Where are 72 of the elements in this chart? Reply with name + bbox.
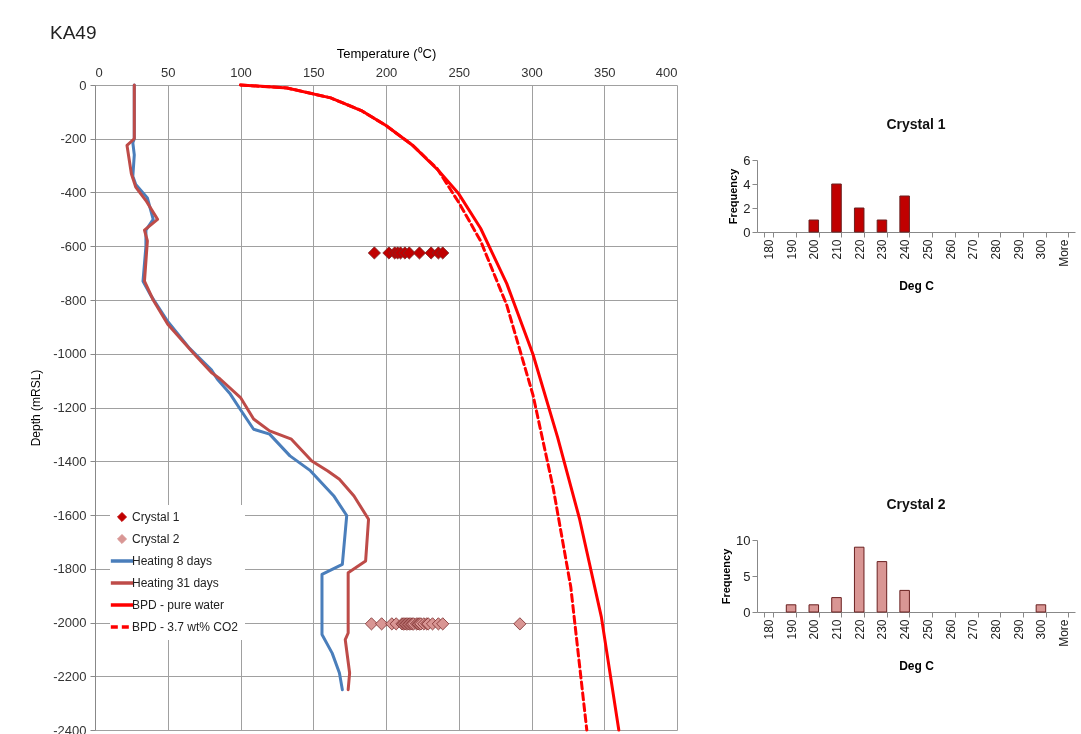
chart-title: Crystal 2 xyxy=(886,496,946,512)
x-tick-label: 220 xyxy=(852,619,867,640)
y-tick-label: -1000 xyxy=(53,346,87,362)
x-tick-label: 50 xyxy=(161,64,176,80)
x-tick-label: More xyxy=(1057,619,1072,647)
chart-title: KA49 xyxy=(50,22,97,43)
x-tick-label: 290 xyxy=(1011,239,1026,260)
y-tick-label: -400 xyxy=(60,185,87,200)
x-tick-label: 250 xyxy=(920,239,935,260)
x-axis-title: Deg C xyxy=(899,658,935,673)
x-tick-label: 270 xyxy=(966,619,981,640)
x-tick-label: 180 xyxy=(761,239,776,260)
y-tick-label: -2400 xyxy=(53,722,87,734)
x-tick-label: 200 xyxy=(807,239,822,260)
x-tick-label: 280 xyxy=(989,619,1003,640)
y-tick-label: 0 xyxy=(743,604,751,620)
y-tick-label: -2200 xyxy=(53,668,87,684)
x-axis-title: Temperature (⁰C) xyxy=(336,45,437,61)
legend-label: Heating 31 days xyxy=(132,576,219,590)
x-tick-label: 260 xyxy=(943,619,958,640)
x-tick-label: 210 xyxy=(830,619,844,640)
y-tick-label: 0 xyxy=(743,224,751,240)
x-tick-label: 230 xyxy=(875,239,890,260)
y-tick-label: -600 xyxy=(60,238,87,254)
x-tick-label: 290 xyxy=(1011,619,1026,640)
x-tick-label: 190 xyxy=(784,239,799,260)
x-tick-label: 400 xyxy=(655,64,678,80)
x-tick-label: 300 xyxy=(1034,239,1049,260)
y-tick-label: 5 xyxy=(743,568,751,584)
y-tick-label: 2 xyxy=(743,200,751,216)
y-tick-label: -1600 xyxy=(53,507,87,523)
y-axis-title: Frequency xyxy=(727,167,740,225)
x-axis-title: Deg C xyxy=(899,278,935,293)
x-tick-label: 0 xyxy=(95,64,103,80)
y-tick-label: -800 xyxy=(60,292,87,308)
x-tick-label: 210 xyxy=(830,239,844,260)
x-tick-label: More xyxy=(1057,239,1072,267)
y-tick-label: 6 xyxy=(743,152,751,168)
legend-label: BPD - pure water xyxy=(132,598,225,612)
chart-title: Crystal 1 xyxy=(886,116,946,132)
x-tick-label: 250 xyxy=(448,64,471,80)
y-tick-label: 10 xyxy=(736,532,751,548)
x-tick-label: 300 xyxy=(521,64,543,80)
y-tick-label: 4 xyxy=(743,176,751,192)
y-axis-title: Frequency xyxy=(720,547,733,605)
y-tick-label: -1800 xyxy=(53,561,87,577)
x-tick-label: 240 xyxy=(898,619,913,640)
x-tick-label: 100 xyxy=(230,64,252,80)
y-tick-label: -200 xyxy=(60,131,87,147)
x-tick-label: 350 xyxy=(593,64,616,80)
x-tick-label: 240 xyxy=(898,239,913,260)
legend-label: BPD - 3.7 wt% CO2 xyxy=(132,620,239,634)
x-tick-label: 260 xyxy=(943,239,958,260)
x-tick-label: 270 xyxy=(966,239,981,260)
x-tick-label: 200 xyxy=(807,619,822,640)
y-tick-label: -1400 xyxy=(53,453,87,469)
x-tick-label: 220 xyxy=(852,239,867,260)
x-tick-label: 150 xyxy=(302,64,325,80)
legend-label: Heating 8 days xyxy=(132,554,213,568)
legend-label: Crystal 1 xyxy=(132,510,180,524)
y-tick-label: 0 xyxy=(79,77,87,93)
x-tick-label: 230 xyxy=(875,619,890,640)
x-tick-label: 200 xyxy=(375,64,398,80)
x-tick-label: 280 xyxy=(989,239,1003,260)
y-tick-label: -2000 xyxy=(53,615,87,630)
x-tick-label: 300 xyxy=(1034,619,1049,640)
y-tick-label: -1200 xyxy=(53,400,87,415)
y-axis-title: Depth (mRSL) xyxy=(29,369,44,447)
x-tick-label: 180 xyxy=(761,619,776,640)
legend-label: Crystal 2 xyxy=(132,532,180,546)
x-tick-label: 190 xyxy=(784,619,799,640)
x-tick-label: 250 xyxy=(920,619,935,640)
